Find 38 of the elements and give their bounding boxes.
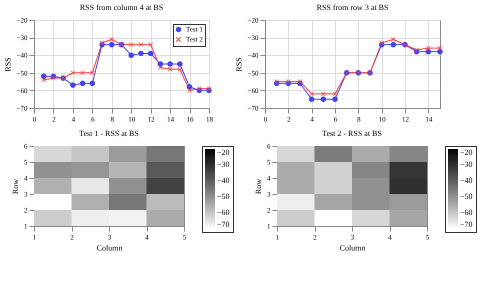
- point: [177, 66, 182, 72]
- point: [390, 36, 396, 42]
- color-bar-label: −70: [217, 220, 230, 229]
- point: [70, 70, 76, 76]
- point: [320, 91, 326, 97]
- x-axis-title: Column: [96, 244, 122, 252]
- color-bar-label: −30: [460, 160, 473, 169]
- point: [426, 46, 431, 51]
- x-axis-title: Column: [340, 244, 366, 252]
- color-bar-label: −50: [460, 192, 473, 201]
- point: [90, 70, 95, 76]
- chart-title: Test 2 - RSS at BS: [322, 129, 382, 138]
- point: [138, 42, 144, 48]
- color-bar-label: −60: [217, 208, 230, 217]
- y-axis-title: Row: [11, 178, 20, 194]
- point: [167, 66, 173, 72]
- y-axis-title: RSS: [234, 57, 244, 72]
- color-bar-label: −20: [460, 148, 473, 157]
- point: [332, 91, 338, 97]
- y-axis-title: Row: [254, 178, 263, 194]
- chart-title: Test 1 - RSS at BS: [79, 129, 139, 138]
- chart-title: RSS from row 3 at BS: [316, 3, 388, 12]
- color-bar-label: −40: [460, 176, 473, 185]
- color-bar-label: −20: [217, 148, 230, 157]
- chart-title: RSS from column 4 at BS: [80, 3, 164, 12]
- point: [186, 88, 192, 94]
- y-axis-title: RSS: [4, 57, 13, 72]
- point: [128, 42, 134, 48]
- color-bar-label: −30: [217, 160, 230, 169]
- point: [109, 36, 114, 42]
- color-bar-label: −60: [460, 208, 473, 217]
- point: [309, 91, 314, 97]
- color-bar-label: −50: [217, 192, 230, 201]
- point: [80, 70, 86, 76]
- point: [148, 42, 154, 48]
- point: [158, 64, 164, 70]
- color-bar-label: −70: [460, 220, 473, 229]
- color-bar-label: −40: [217, 176, 230, 185]
